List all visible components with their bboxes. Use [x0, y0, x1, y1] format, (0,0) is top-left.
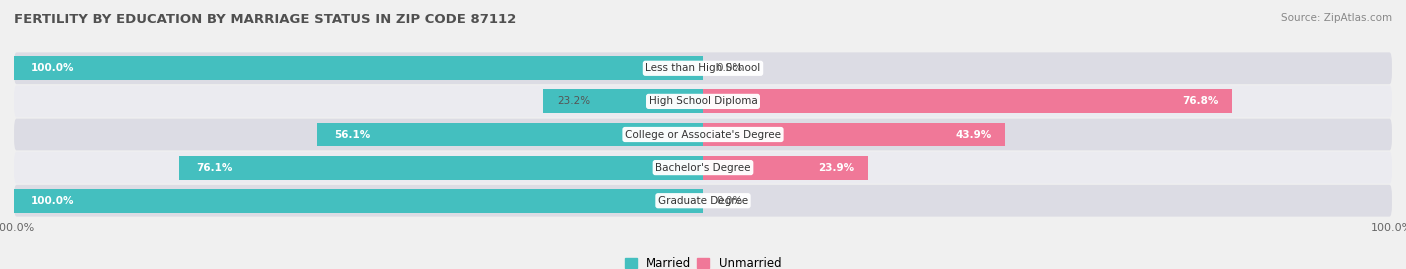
Text: 100.0%: 100.0%	[31, 63, 75, 73]
Text: Bachelor's Degree: Bachelor's Degree	[655, 162, 751, 173]
Bar	[179, 156, 703, 179]
Text: 100.0%: 100.0%	[31, 196, 75, 206]
Bar	[14, 189, 703, 213]
Bar	[703, 156, 868, 179]
Text: 43.9%: 43.9%	[956, 129, 991, 140]
Bar	[703, 123, 1005, 146]
Text: FERTILITY BY EDUCATION BY MARRIAGE STATUS IN ZIP CODE 87112: FERTILITY BY EDUCATION BY MARRIAGE STATU…	[14, 13, 516, 26]
Legend: Married, Unmarried: Married, Unmarried	[620, 253, 786, 269]
Bar	[543, 90, 703, 113]
Bar	[316, 123, 703, 146]
FancyBboxPatch shape	[14, 185, 1392, 217]
Text: College or Associate's Degree: College or Associate's Degree	[626, 129, 780, 140]
FancyBboxPatch shape	[14, 119, 1392, 150]
FancyBboxPatch shape	[14, 52, 1392, 84]
Text: Less than High School: Less than High School	[645, 63, 761, 73]
Text: 56.1%: 56.1%	[333, 129, 370, 140]
Text: Source: ZipAtlas.com: Source: ZipAtlas.com	[1281, 13, 1392, 23]
FancyBboxPatch shape	[14, 86, 1392, 117]
Text: 76.8%: 76.8%	[1182, 96, 1219, 107]
Text: 23.2%: 23.2%	[557, 96, 591, 107]
FancyBboxPatch shape	[14, 152, 1392, 183]
Text: 23.9%: 23.9%	[818, 162, 853, 173]
Text: High School Diploma: High School Diploma	[648, 96, 758, 107]
Text: 0.0%: 0.0%	[717, 196, 742, 206]
Bar	[703, 90, 1232, 113]
Text: 76.1%: 76.1%	[195, 162, 232, 173]
Text: Graduate Degree: Graduate Degree	[658, 196, 748, 206]
Bar	[14, 56, 703, 80]
Text: 0.0%: 0.0%	[717, 63, 742, 73]
